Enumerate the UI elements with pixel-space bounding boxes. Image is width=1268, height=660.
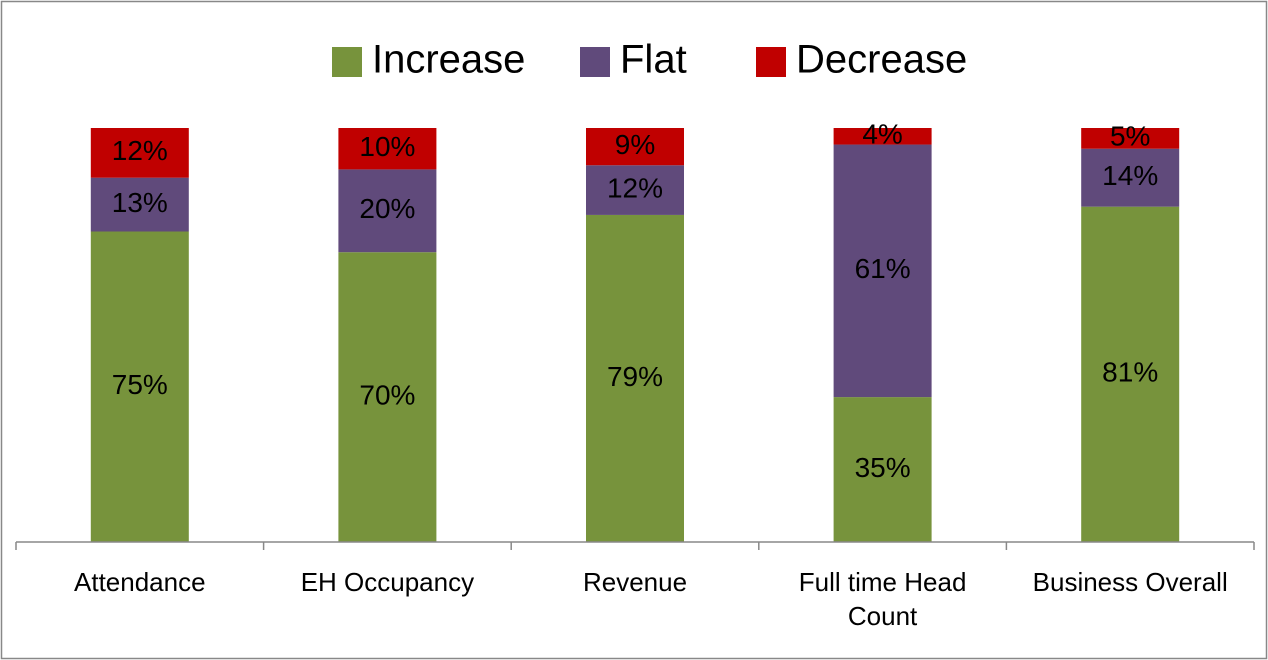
data-label: 13% [112, 187, 168, 218]
data-label: 14% [1102, 160, 1158, 191]
x-tick-label: Attendance [74, 567, 206, 597]
data-label: 12% [607, 172, 663, 203]
bar-segment [90, 231, 189, 542]
bar-segment [586, 214, 684, 542]
data-label: 20% [359, 193, 415, 224]
legend-label: Decrease [796, 38, 967, 82]
bar-segment [1081, 128, 1180, 149]
bar-segment [1081, 206, 1180, 542]
bar-segment [1081, 148, 1180, 207]
data-label: 61% [855, 253, 911, 284]
legend-swatch [580, 47, 610, 77]
bar-segment [833, 397, 932, 542]
data-label: 10% [359, 131, 415, 162]
bar-segment [90, 177, 189, 232]
x-tick-label: EH Occupancy [300, 567, 475, 597]
legend-label: Flat [620, 38, 687, 82]
data-label: 75% [112, 369, 168, 400]
bar-segment [338, 128, 437, 170]
legend-label: Increase [372, 38, 525, 82]
bar-segment [338, 169, 437, 253]
bar-segment [586, 128, 684, 166]
bar-segment [833, 144, 932, 398]
bar-segment [586, 165, 684, 215]
x-tick-label: Full time Head Count [798, 567, 967, 631]
legend-swatch [332, 47, 362, 77]
bar-segment [833, 128, 932, 145]
bar-segment [90, 128, 189, 178]
data-label: 4% [862, 119, 902, 150]
x-tick-label: Revenue [582, 567, 688, 597]
data-label: 5% [1110, 121, 1150, 152]
x-tick-label: Business Overall [1032, 567, 1228, 597]
data-label: 9% [615, 129, 655, 160]
data-label: 79% [607, 361, 663, 392]
bar-segment [338, 252, 437, 542]
legend-swatch [756, 47, 786, 77]
data-label: 70% [359, 379, 415, 410]
data-label: 35% [855, 452, 911, 483]
data-label: 81% [1102, 357, 1158, 388]
data-label: 12% [112, 135, 168, 166]
